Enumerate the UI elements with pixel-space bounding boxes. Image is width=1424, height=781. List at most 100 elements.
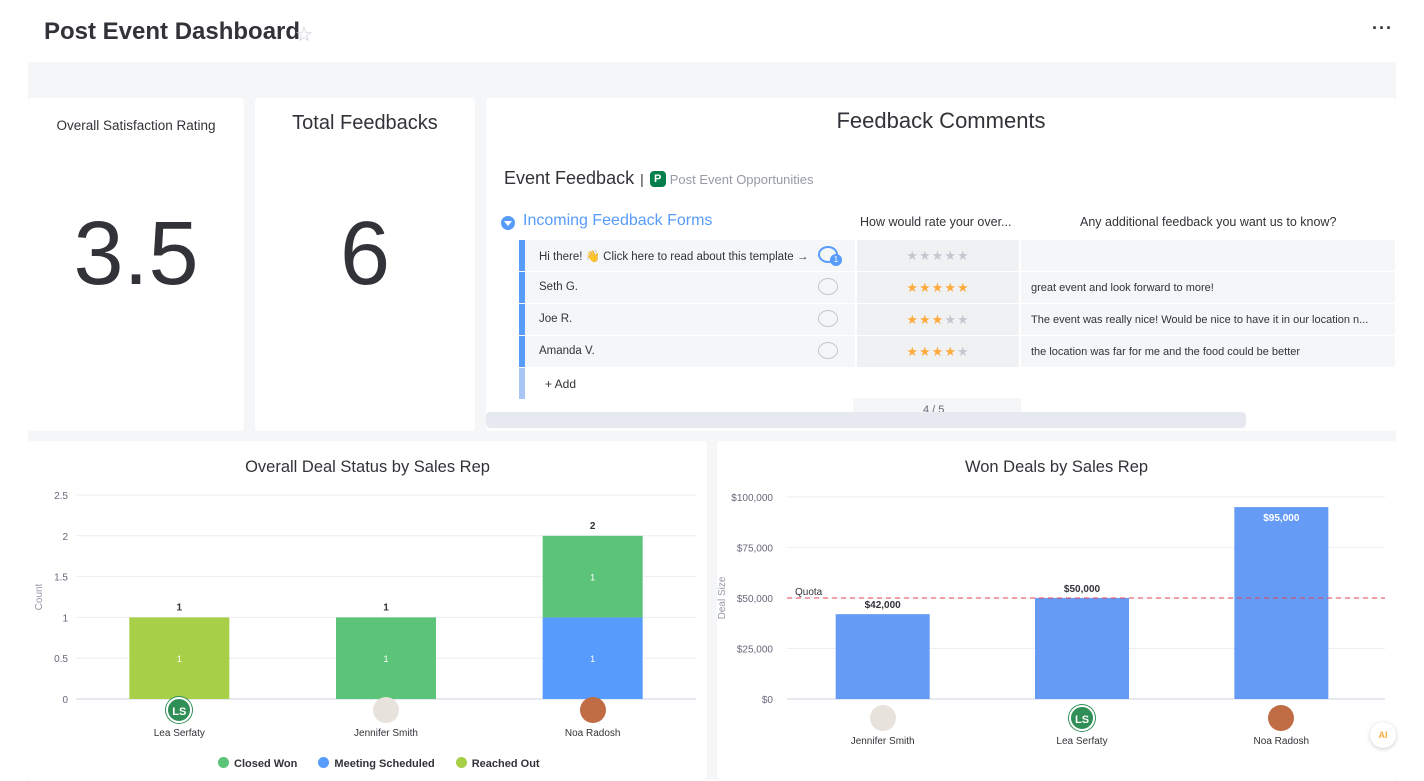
y-tick-label: 2: [62, 532, 68, 543]
bar-segment-label: 1: [590, 654, 595, 664]
ellipsis-icon[interactable]: ···: [1372, 18, 1393, 38]
star-icon[interactable]: ★: [931, 312, 945, 327]
group-name[interactable]: Incoming Feedback Forms: [523, 212, 713, 229]
x-tick-label: Noa Radosh: [1253, 736, 1310, 747]
total-feedbacks-value: 6: [339, 204, 391, 304]
star-icon[interactable]: ★: [956, 248, 970, 263]
updates-count: 1: [830, 254, 842, 266]
bar-segment: [129, 617, 230, 699]
feedback-cell[interactable]: The event was really nice! Would be nice…: [1031, 314, 1369, 326]
star-icon[interactable]: ★: [956, 312, 970, 327]
avatar: [579, 697, 606, 723]
ai-assistant-icon[interactable]: AI: [1370, 722, 1396, 748]
legend-dot: [218, 757, 229, 768]
row-color-bar: [519, 336, 525, 367]
row-color-bar: [519, 240, 525, 271]
board-subtitle[interactable]: Post Event Opportunities: [669, 172, 814, 187]
item-name[interactable]: Joe R.: [539, 313, 573, 325]
star-icon[interactable]: ★: [906, 248, 920, 263]
bar-total-label: 2: [590, 521, 596, 532]
horizontal-scrollbar[interactable]: [486, 412, 1246, 428]
feedback-cell[interactable]: the location was far for me and the food…: [1031, 346, 1301, 358]
y-axis-label: Count: [34, 583, 45, 610]
rating-cell[interactable]: ★★★★★: [855, 240, 1021, 271]
item-name[interactable]: Seth G.: [539, 281, 578, 293]
updates-bubble-icon[interactable]: 1: [818, 246, 842, 266]
avatar: [373, 697, 399, 723]
y-tick-label: $75,000: [737, 544, 774, 555]
bar-segment-label: 1: [177, 654, 182, 664]
star-icon[interactable]: ★: [919, 344, 932, 359]
add-item-button[interactable]: + Add: [545, 377, 577, 391]
rating-cell[interactable]: ★★★★★: [855, 272, 1021, 303]
bar: [835, 614, 930, 699]
star-icon[interactable]: ★: [931, 344, 945, 359]
bar-segment-label: 1: [590, 573, 595, 583]
row-color-bar: [519, 272, 525, 303]
table-row[interactable]: Seth G. ★★★★★ great event and look forwa…: [519, 272, 1395, 303]
satisfaction-title: Overall Satisfaction Rating: [56, 118, 216, 133]
deal-status-chart: 2.5 2 1.5 1 0.5 0 Count 1 1 1 1 1 1 2: [34, 491, 696, 706]
updates-bubble-icon[interactable]: [818, 342, 838, 359]
feedback-comments-widget: Feedback Comments Event Feedback | P Post E…: [486, 98, 1396, 431]
rating-cell[interactable]: ★★★★★: [855, 336, 1021, 367]
legend-item-meeting-scheduled[interactable]: Meeting Scheduled: [318, 757, 435, 770]
star-icon[interactable]: ★: [944, 344, 957, 359]
deal-status-legend: Closed Won Meeting Scheduled Reached Out: [218, 757, 558, 770]
star-icon[interactable]: ★: [944, 280, 957, 295]
star-icon[interactable]: ☆: [295, 24, 313, 46]
workspace-badge: P: [649, 171, 666, 187]
avatar: [1268, 705, 1295, 731]
legend-dot: [318, 757, 330, 768]
star-icon[interactable]: ★: [906, 344, 920, 359]
group-collapse-icon[interactable]: [501, 216, 515, 230]
table-row[interactable]: Hi there! 👋 Click here to read about thi…: [519, 240, 1395, 271]
rating-cell[interactable]: ★★★★★: [855, 304, 1021, 335]
legend-item-reached-out[interactable]: Reached Out: [455, 757, 540, 770]
add-item-row[interactable]: + Add: [519, 368, 1395, 399]
bar: [1035, 598, 1129, 699]
legend-item-closed-won[interactable]: Closed Won: [218, 757, 297, 770]
board-name[interactable]: Event Feedback: [504, 168, 635, 188]
column-header-rating[interactable]: How would rate your over...: [860, 215, 1012, 229]
bar-value-label: $42,000: [865, 600, 902, 611]
star-icon[interactable]: ★: [956, 344, 970, 359]
bar-segment: [542, 535, 643, 618]
table-row[interactable]: Joe R. ★★★★★ The event was really nice! …: [519, 304, 1395, 335]
item-name[interactable]: Amanda V.: [539, 345, 595, 357]
updates-bubble-icon[interactable]: [818, 278, 838, 295]
star-icon[interactable]: ★: [919, 312, 932, 327]
x-tick-label: Jennifer Smith: [354, 728, 418, 739]
star-icon[interactable]: ★: [919, 280, 932, 295]
bar-total-label: 1: [177, 602, 183, 613]
bar-total-label: 1: [383, 602, 389, 613]
dashboard-header: Post Event Dashboard ☆ ···: [0, 0, 1424, 62]
total-feedbacks-widget: Total Feedbacks 6: [255, 98, 475, 431]
board-title-line: Event Feedback | P Post Event Opportunities: [504, 168, 814, 189]
star-icon[interactable]: ★: [919, 248, 932, 263]
star-icon[interactable]: ★: [906, 280, 920, 295]
rating-stars: ★★★★★: [906, 248, 969, 263]
item-name[interactable]: Hi there! 👋 Click here to read about thi…: [539, 251, 809, 263]
y-axis-label: Deal Size: [717, 576, 728, 619]
updates-bubble-icon[interactable]: [818, 310, 838, 327]
star-icon[interactable]: ★: [931, 248, 945, 263]
star-icon[interactable]: ★: [944, 312, 957, 327]
won-deals-chart: $100,000 $75,000 $50,000 $25,000 $0 Deal Size…: [717, 493, 1385, 706]
x-tick-label: Lea Serfaty: [1056, 736, 1108, 747]
table-row[interactable]: Amanda V. ★★★★★ the location was far for…: [519, 336, 1395, 367]
rating-stars: ★★★★★: [906, 280, 969, 295]
feedback-comments-title: Feedback Comments: [836, 108, 1046, 133]
star-icon[interactable]: ★: [944, 248, 957, 263]
bar-segment-label: 1: [383, 654, 388, 664]
star-icon[interactable]: ★: [956, 280, 970, 295]
star-icon[interactable]: ★: [931, 280, 945, 295]
y-tick-label: $50,000: [737, 594, 774, 605]
legend-label: Reached Out: [471, 758, 540, 770]
feedback-cell[interactable]: great event and look forward to more!: [1031, 282, 1214, 294]
satisfaction-value: 3.5: [73, 204, 199, 304]
star-icon[interactable]: ★: [906, 312, 920, 327]
column-header-feedback[interactable]: Any additional feedback you want us to k…: [1080, 215, 1337, 229]
x-tick-label: Lea Serfaty: [153, 728, 205, 739]
bar-segment: [542, 617, 643, 699]
